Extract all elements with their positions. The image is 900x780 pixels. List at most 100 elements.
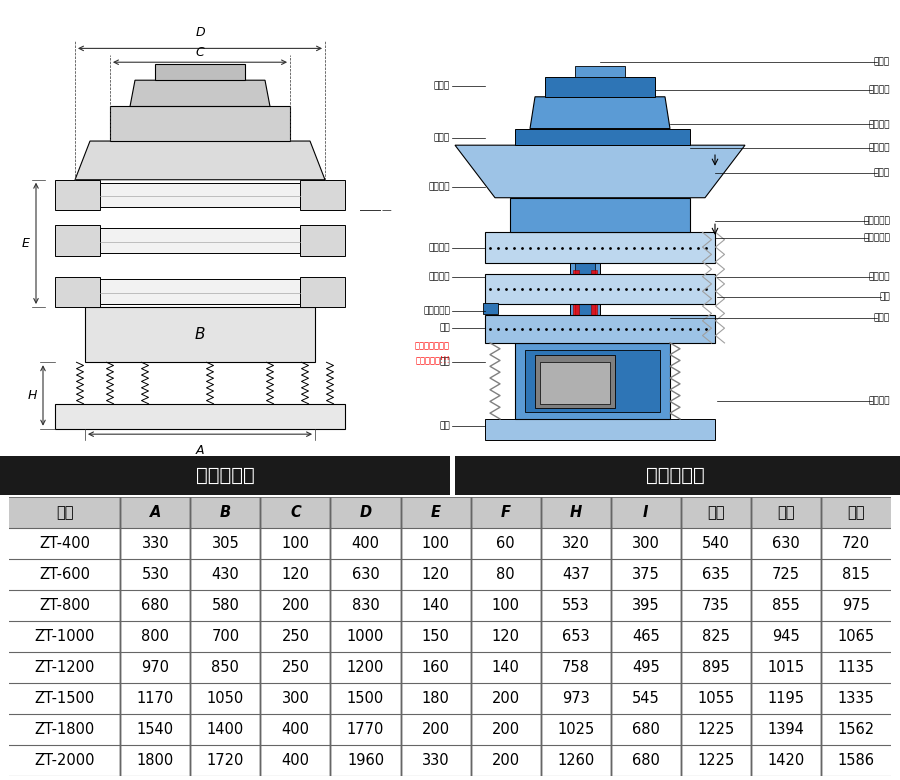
Text: 530: 530 xyxy=(141,567,169,582)
Bar xyxy=(485,315,715,343)
Bar xyxy=(9,559,891,590)
Polygon shape xyxy=(130,80,270,107)
Text: 200: 200 xyxy=(491,753,519,768)
Text: 80: 80 xyxy=(496,567,515,582)
Text: 压紧环: 压紧环 xyxy=(434,134,450,143)
Text: 1225: 1225 xyxy=(698,722,734,737)
Text: 试机时去掉!!!: 试机时去掉!!! xyxy=(415,355,450,364)
Text: 筛网法兰: 筛网法兰 xyxy=(868,144,890,152)
Text: 1770: 1770 xyxy=(346,722,384,737)
Text: 1225: 1225 xyxy=(698,753,734,768)
Text: 400: 400 xyxy=(282,753,310,768)
Text: 465: 465 xyxy=(632,629,660,644)
Text: 100: 100 xyxy=(421,536,450,551)
Text: 160: 160 xyxy=(421,660,449,675)
Text: ZT-1000: ZT-1000 xyxy=(34,629,94,644)
Text: F: F xyxy=(500,505,510,520)
Text: 680: 680 xyxy=(632,722,660,737)
Text: 1335: 1335 xyxy=(838,691,874,706)
Text: 800: 800 xyxy=(141,629,169,644)
Text: 1720: 1720 xyxy=(207,753,244,768)
Text: 200: 200 xyxy=(421,722,450,737)
Bar xyxy=(100,183,300,207)
Bar xyxy=(545,77,655,97)
Text: 250: 250 xyxy=(282,629,310,644)
Text: 1050: 1050 xyxy=(207,691,244,706)
Text: 外形尺寸图: 外形尺寸图 xyxy=(195,466,255,485)
Text: 防尘盖: 防尘盖 xyxy=(434,81,450,90)
Bar xyxy=(575,66,625,77)
Bar xyxy=(55,277,100,307)
Text: 680: 680 xyxy=(141,598,169,613)
Text: 二层: 二层 xyxy=(778,505,795,520)
Bar xyxy=(55,179,100,210)
Text: C: C xyxy=(195,47,204,59)
Text: 735: 735 xyxy=(702,598,730,613)
Text: D: D xyxy=(359,505,372,520)
Text: 973: 973 xyxy=(562,691,590,706)
Text: 945: 945 xyxy=(772,629,800,644)
Text: B: B xyxy=(220,505,231,520)
Text: 850: 850 xyxy=(212,660,239,675)
Bar xyxy=(535,356,615,408)
Text: 运输用固定螺栓: 运输用固定螺栓 xyxy=(415,341,450,350)
Text: I: I xyxy=(643,505,649,520)
Text: 底部框架: 底部框架 xyxy=(428,272,450,281)
Text: ZT-1500: ZT-1500 xyxy=(34,691,94,706)
Text: 三层: 三层 xyxy=(847,505,865,520)
Text: 1400: 1400 xyxy=(207,722,244,737)
Text: 毅外重锤板: 毅外重锤板 xyxy=(863,233,890,243)
Bar xyxy=(100,279,300,304)
Bar xyxy=(9,745,891,776)
Bar xyxy=(573,270,579,325)
Bar xyxy=(9,621,891,652)
Text: 300: 300 xyxy=(632,536,660,551)
Bar xyxy=(515,129,690,145)
Text: 300: 300 xyxy=(282,691,310,706)
Text: 540: 540 xyxy=(702,536,730,551)
Text: B: B xyxy=(194,327,205,342)
Text: 140: 140 xyxy=(421,598,449,613)
Text: —: — xyxy=(382,205,392,215)
Bar xyxy=(515,343,670,419)
Bar xyxy=(9,590,891,621)
Bar xyxy=(9,714,891,745)
Text: 一般结构图: 一般结构图 xyxy=(645,466,705,485)
Text: ZT-1200: ZT-1200 xyxy=(34,660,94,675)
Text: 553: 553 xyxy=(562,598,590,613)
Bar xyxy=(300,277,345,307)
Text: ZT-2000: ZT-2000 xyxy=(34,753,94,768)
Text: 830: 830 xyxy=(352,598,380,613)
Text: 1055: 1055 xyxy=(698,691,734,706)
Text: 120: 120 xyxy=(282,567,310,582)
Text: 495: 495 xyxy=(632,660,660,675)
Text: 895: 895 xyxy=(702,660,730,675)
Text: 180: 180 xyxy=(421,691,449,706)
Text: D: D xyxy=(195,26,205,39)
Polygon shape xyxy=(530,97,670,129)
Bar xyxy=(485,274,715,304)
Text: 700: 700 xyxy=(212,629,239,644)
Text: 1540: 1540 xyxy=(137,722,174,737)
Text: 束环: 束环 xyxy=(439,323,450,332)
Bar xyxy=(570,246,600,343)
Text: 1170: 1170 xyxy=(137,691,174,706)
Text: 150: 150 xyxy=(421,629,449,644)
Text: 630: 630 xyxy=(352,567,380,582)
Text: 1000: 1000 xyxy=(346,629,384,644)
Text: 下部重锤: 下部重锤 xyxy=(868,396,890,406)
Text: 上部重锤: 上部重锤 xyxy=(868,272,890,281)
Bar xyxy=(85,307,315,362)
Text: 1586: 1586 xyxy=(838,753,875,768)
Text: H: H xyxy=(570,505,581,520)
Text: 弹簧: 弹簧 xyxy=(439,358,450,367)
Text: 1195: 1195 xyxy=(768,691,805,706)
Text: 底座: 底座 xyxy=(439,421,450,431)
Polygon shape xyxy=(75,141,325,179)
Text: 1065: 1065 xyxy=(837,629,875,644)
Bar xyxy=(300,179,345,210)
Text: C: C xyxy=(290,505,301,520)
Bar xyxy=(300,225,345,256)
Text: 一层: 一层 xyxy=(707,505,724,520)
Text: 375: 375 xyxy=(632,567,660,582)
